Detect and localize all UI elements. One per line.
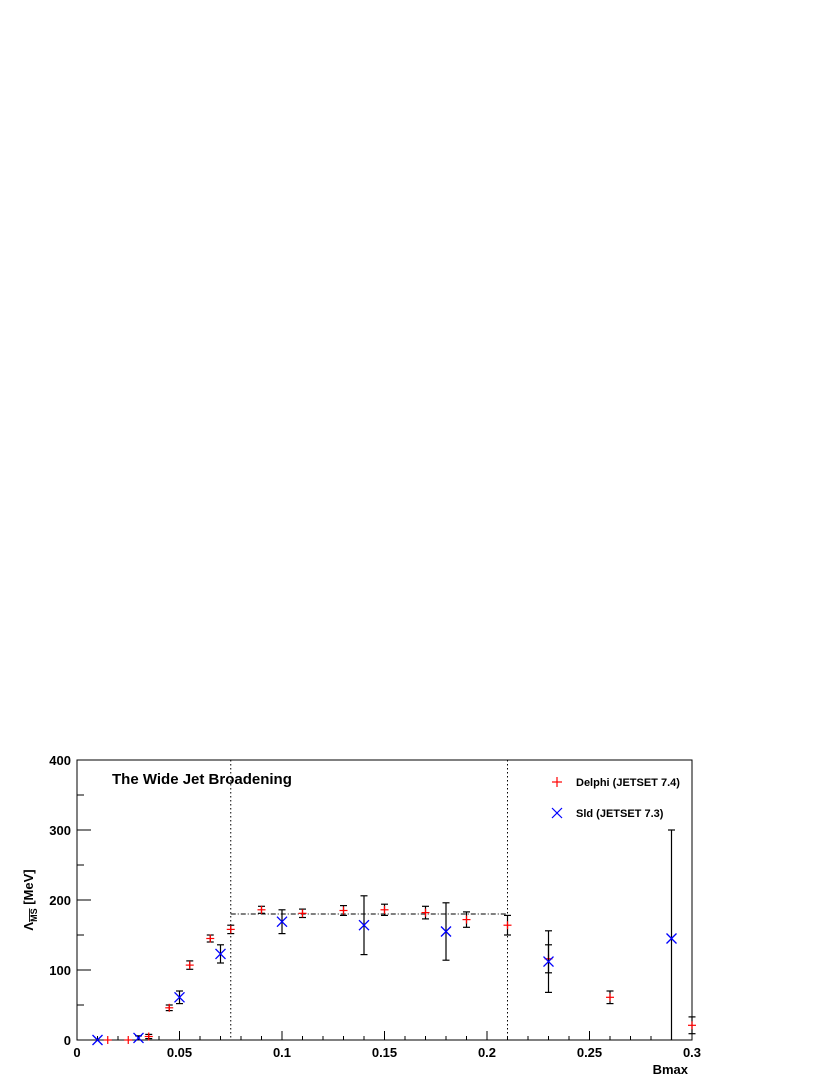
data-point-delphi: [206, 934, 215, 943]
y-tick-label: 400: [49, 753, 71, 768]
data-point-sld: [276, 909, 288, 935]
marker-cross-b: [92, 1034, 103, 1046]
marker-cross-b: [543, 956, 554, 968]
data-points: [92, 829, 696, 1046]
chart-title: The Wide Jet Broadening: [112, 771, 292, 788]
x-tick-label: 0.1: [273, 1045, 291, 1060]
data-point-sld: [174, 990, 185, 1005]
x-tick-label: 0.2: [478, 1045, 496, 1060]
data-point-delphi: [103, 1036, 112, 1044]
data-point-delphi: [339, 904, 348, 917]
legend-label-sld: Sld (JETSET 7.3): [576, 808, 664, 820]
data-point-delphi: [421, 905, 430, 920]
y-axis-symbol: Λ: [21, 922, 36, 931]
legend-marker-sld: [551, 807, 563, 819]
y-axis-unit: [MeV]: [21, 869, 36, 904]
data-point-delphi: [144, 1032, 153, 1041]
data-point-delphi: [606, 990, 614, 1005]
x-tick-label: 0.05: [167, 1045, 192, 1060]
marker-cross-b: [358, 919, 370, 931]
y-axis-label: ΛMS [MeV]: [21, 869, 39, 930]
x-tick-label: 0.15: [372, 1045, 397, 1060]
marker-cross-b: [133, 1032, 144, 1044]
legend: Delphi (JETSET 7.4) Sld (JETSET 7.3): [551, 777, 680, 820]
data-point-delphi: [124, 1036, 133, 1044]
x-tick-label: 0: [73, 1045, 80, 1060]
y-tick-label: 100: [49, 963, 71, 978]
data-point-sld: [215, 944, 226, 964]
y-tick-label: 200: [49, 893, 71, 908]
legend-label-delphi: Delphi (JETSET 7.4): [576, 777, 680, 789]
x-axis-label: Bmax: [653, 1062, 689, 1075]
data-point-delphi: [380, 903, 389, 917]
plot-frame: [76, 759, 693, 1041]
axis-ticks: 0 0.05 0.1 0.15 0.2 0.25 0.3 0 100 200 300 400: [49, 753, 701, 1060]
data-point-delphi: [257, 905, 266, 914]
data-point-delphi: [185, 960, 194, 970]
y-tick-label: 300: [49, 823, 71, 838]
marker-cross-b: [174, 991, 185, 1003]
data-point-sld: [358, 895, 370, 956]
marker-cross-b: [276, 916, 288, 928]
data-point-sld: [133, 1032, 144, 1044]
data-point-sld: [543, 930, 554, 994]
data-point-delphi: [462, 911, 471, 928]
legend-marker-delphi: [552, 777, 562, 787]
reference-lines: [230, 760, 508, 1040]
marker-cross-b: [666, 933, 677, 944]
data-point-sld: [666, 829, 677, 1040]
data-point-delphi: [298, 908, 307, 919]
y-tick-label: 0: [64, 1033, 71, 1048]
x-tick-label: 0.3: [683, 1045, 701, 1060]
data-point-delphi: [503, 914, 512, 936]
data-point-delphi: [165, 1003, 174, 1012]
svg-text:ΛMS [MeV]: ΛMS [MeV]: [21, 869, 39, 930]
data-point-sld: [440, 902, 452, 961]
marker-cross-b: [215, 948, 226, 960]
y-axis-subscript: MS: [29, 908, 39, 922]
x-tick-label: 0.25: [577, 1045, 602, 1060]
marker-cross-b: [440, 926, 452, 937]
data-point-sld: [92, 1034, 103, 1046]
data-point-delphi: [226, 924, 235, 935]
data-point-delphi: [688, 1016, 696, 1035]
